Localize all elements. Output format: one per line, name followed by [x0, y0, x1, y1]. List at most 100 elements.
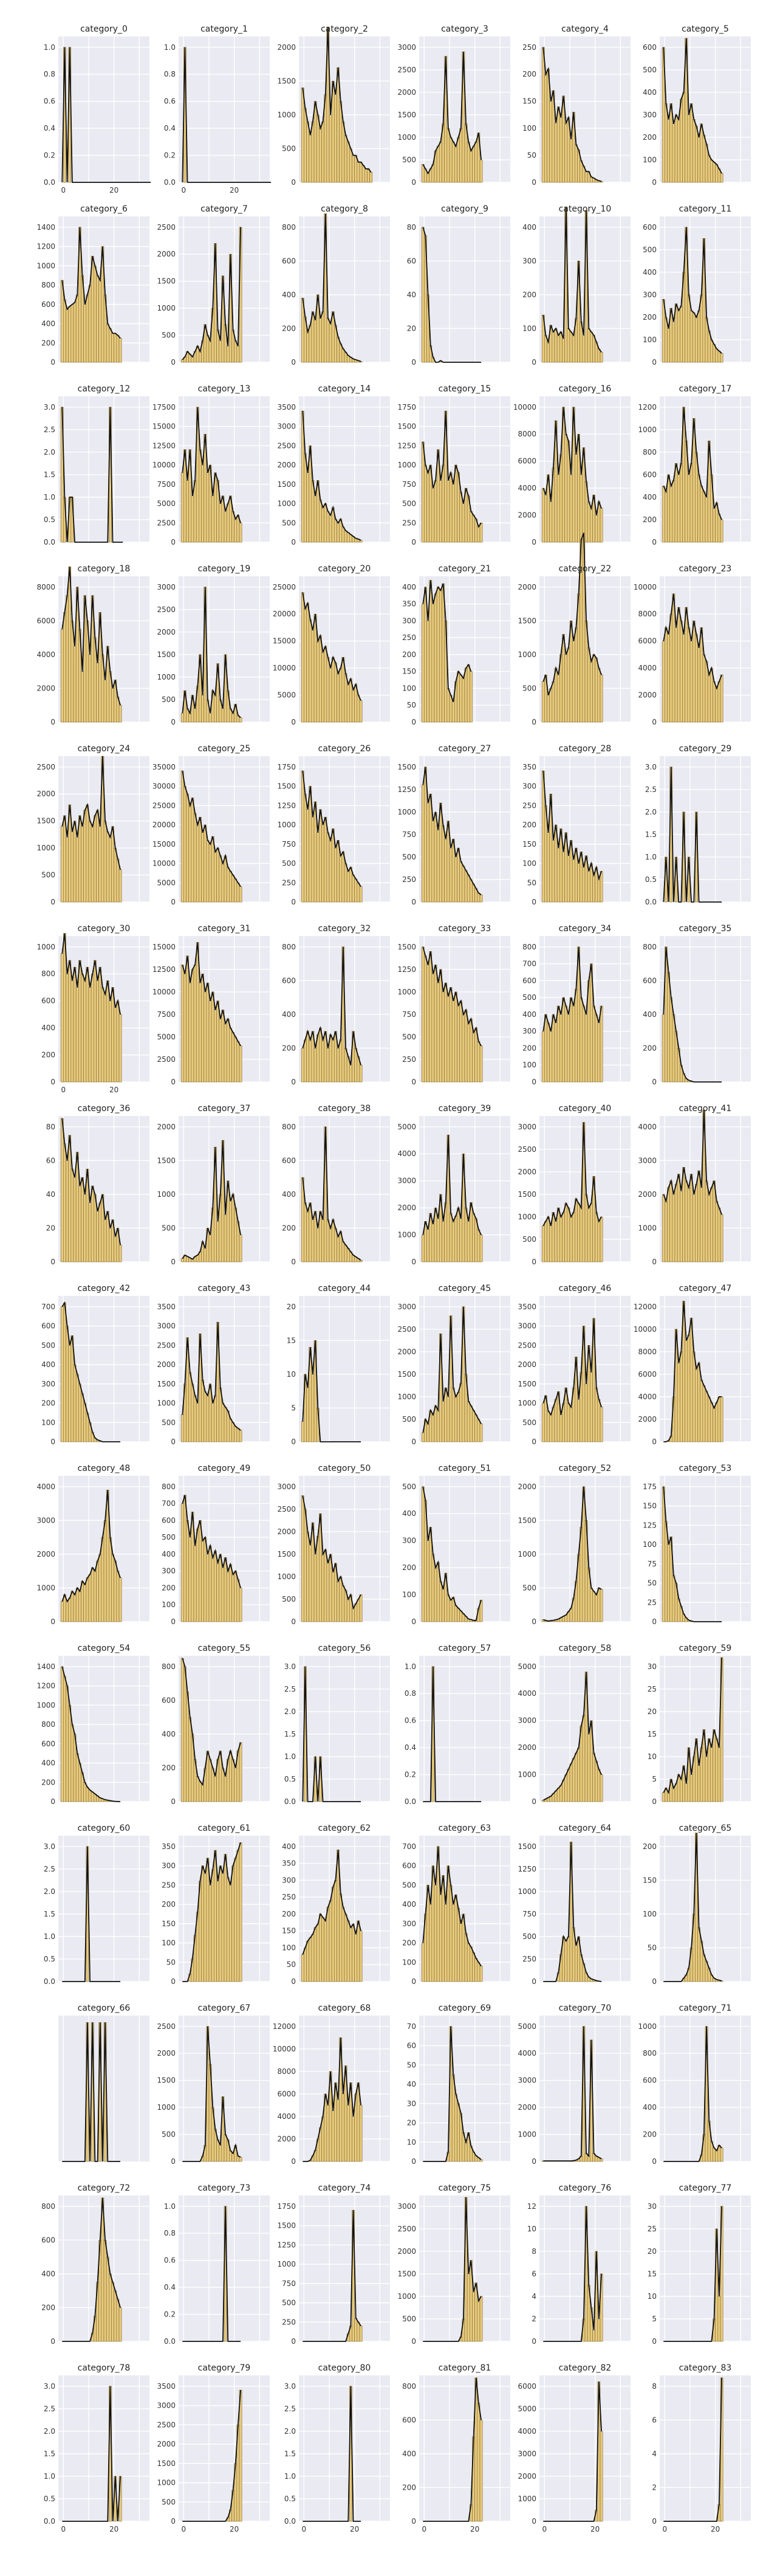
y-tick-label: 100: [522, 859, 536, 868]
y-tick-label: 3500: [277, 403, 296, 412]
y-tick-label: 1000: [397, 461, 416, 469]
y-tick-label: 2.5: [44, 2405, 55, 2413]
y-tick-label: 0: [532, 1977, 536, 1986]
bar: [86, 967, 89, 1082]
y-tick-label: 3000: [397, 1303, 416, 1311]
y-tick-label: 100: [162, 1600, 176, 1609]
bar: [585, 1014, 587, 1082]
subplot-title: category_54: [78, 1644, 131, 1653]
bar: [703, 655, 705, 722]
bar: [559, 1785, 562, 1802]
y-tick-label: 5: [652, 2315, 657, 2323]
bar: [475, 1028, 477, 1082]
y-tick-label: 1.5: [284, 1730, 296, 1738]
bar: [91, 974, 94, 1082]
bar: [429, 951, 432, 1082]
y-tick-label: 1000: [157, 1190, 176, 1199]
y-tick-label: 7500: [157, 1010, 176, 1019]
y-tick-label: 0: [171, 718, 176, 726]
bar: [713, 681, 716, 722]
bar: [567, 1937, 570, 1982]
bar: [480, 1235, 482, 1262]
x-tick-label: 0: [422, 2525, 427, 2533]
y-tick-label: 0.0: [284, 2517, 296, 2526]
bar: [211, 836, 214, 902]
bar: [301, 593, 304, 722]
y-tick-label: 0: [652, 1797, 657, 1806]
bar: [432, 1415, 434, 1442]
bar: [202, 1785, 204, 1802]
bar: [432, 821, 434, 902]
bar: [194, 480, 196, 542]
y-tick-label: 6000: [36, 616, 55, 625]
bar: [559, 332, 562, 362]
bar: [580, 160, 583, 182]
bar: [688, 627, 690, 722]
bar: [307, 1031, 309, 1082]
y-tick-label: 1000: [36, 261, 55, 270]
y-tick-label: 800: [282, 1123, 296, 1131]
y-tick-label: 1500: [518, 616, 536, 625]
y-tick-label: 1000: [277, 1572, 296, 1581]
y-tick-label: 2000: [518, 583, 536, 591]
bar: [547, 695, 550, 722]
bar: [698, 1927, 700, 1982]
y-tick-label: 2000: [157, 628, 176, 636]
bar: [470, 672, 472, 722]
bar: [670, 997, 672, 1082]
bar: [542, 1031, 544, 1082]
y-tick-label: 100: [522, 324, 536, 332]
bar: [544, 1221, 547, 1262]
subplot-title: category_55: [198, 1644, 251, 1653]
y-tick-label: 600: [282, 976, 296, 985]
bar: [555, 123, 557, 182]
y-tick-label: 1500: [518, 1380, 536, 1388]
bar: [665, 1201, 667, 1262]
bar: [66, 974, 69, 1082]
y-tick-label: 4000: [36, 650, 55, 659]
y-tick-label: 0: [50, 1617, 55, 1626]
y-tick-label: 500: [282, 144, 296, 153]
bar: [227, 504, 229, 542]
y-tick-label: 1200: [638, 403, 657, 412]
y-tick-label: 0: [532, 358, 536, 367]
bar: [437, 587, 439, 722]
bar: [227, 1019, 229, 1082]
bar: [84, 980, 86, 1082]
bar: [304, 453, 306, 542]
bar: [329, 515, 332, 542]
y-tick-label: 1250: [397, 441, 416, 450]
bar: [104, 994, 106, 1082]
y-tick-label: 15000: [152, 840, 176, 849]
bar: [480, 160, 482, 182]
plot-background: [660, 2195, 751, 2341]
y-tick-label: 0: [291, 1078, 296, 1086]
bar: [337, 1048, 340, 1082]
bar: [357, 695, 360, 722]
y-tick-label: 2000: [518, 1360, 536, 1369]
y-tick-label: 1500: [518, 1842, 536, 1851]
bar: [460, 1001, 462, 1082]
bar: [467, 875, 470, 902]
y-tick-label: 0.5: [284, 1775, 296, 1783]
bar: [89, 1790, 91, 1802]
subplot-title: category_81: [439, 2363, 491, 2373]
bar: [104, 1520, 106, 1622]
bar: [344, 864, 347, 902]
bar: [480, 1966, 482, 1982]
y-tick-label: 400: [41, 320, 55, 328]
bar: [688, 115, 690, 182]
bar: [454, 465, 457, 542]
bar: [342, 2094, 344, 2161]
y-tick-label: 0: [291, 2337, 296, 2346]
bar: [347, 871, 349, 902]
y-tick-label: 0: [532, 2517, 536, 2526]
bar: [572, 1758, 575, 1802]
bar: [675, 115, 677, 182]
